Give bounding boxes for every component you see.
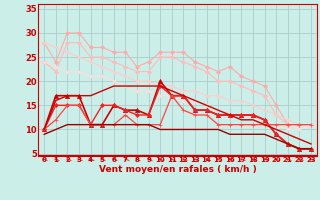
Text: ←: ← [272, 157, 280, 165]
Text: ←: ← [284, 157, 292, 165]
X-axis label: Vent moyen/en rafales ( km/h ): Vent moyen/en rafales ( km/h ) [99, 165, 256, 174]
Text: ←: ← [238, 157, 245, 165]
Text: ←: ← [296, 157, 303, 165]
Text: ←: ← [87, 157, 94, 165]
Text: ←: ← [249, 157, 257, 165]
Text: ←: ← [168, 157, 176, 165]
Text: ←: ← [145, 157, 152, 165]
Text: ←: ← [75, 157, 83, 165]
Text: ←: ← [261, 157, 268, 165]
Text: ←: ← [180, 157, 187, 165]
Text: ←: ← [203, 157, 210, 165]
Text: ←: ← [52, 157, 60, 165]
Text: ←: ← [214, 157, 222, 165]
Text: ←: ← [122, 157, 129, 165]
Text: ←: ← [191, 157, 199, 165]
Text: ←: ← [156, 157, 164, 165]
Text: ←: ← [226, 157, 234, 165]
Text: ←: ← [110, 157, 117, 165]
Text: ←: ← [40, 157, 48, 165]
Text: ←: ← [64, 157, 71, 165]
Text: ←: ← [307, 157, 315, 165]
Text: ←: ← [99, 157, 106, 165]
Text: ←: ← [133, 157, 141, 165]
